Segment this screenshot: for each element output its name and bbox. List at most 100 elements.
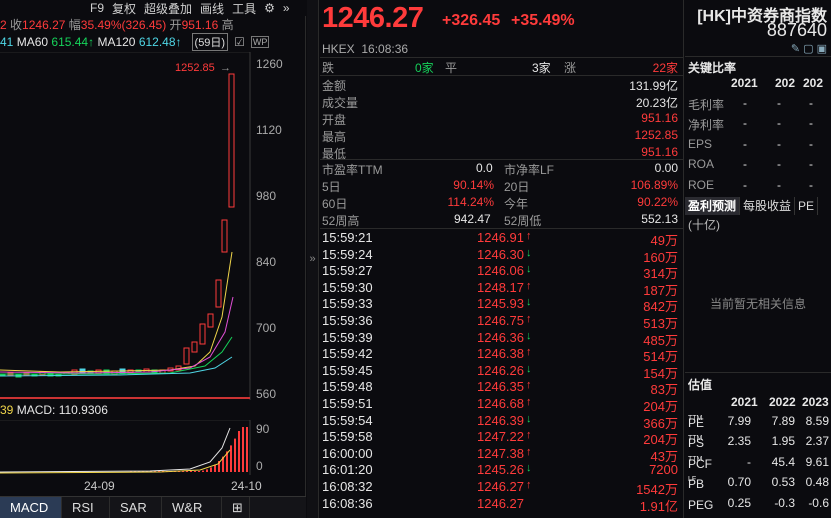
tick-row[interactable]: 16:08:36 1246.27 1.91亿 [320, 495, 684, 514]
year-label: 2021 [731, 76, 758, 90]
valuation-label: PE TTM [688, 414, 704, 430]
tick-volume: 49万 [650, 233, 678, 248]
tick-row[interactable]: 15:59:39 1246.36 ↓ 485万 [320, 329, 684, 348]
tick-row[interactable]: 15:59:33 1245.93 ↓ 842万 [320, 295, 684, 314]
tick-time: 16:08:36 [322, 495, 373, 511]
valuation-title: 估值 [688, 378, 713, 392]
perf-label: 今年 [504, 197, 529, 211]
edit-icons[interactable]: ✎ ▢ ▣ [790, 43, 827, 55]
valuation-label: PB LF [688, 475, 704, 491]
tick-price: 1246.75 [477, 313, 524, 328]
collapse-handle[interactable]: » [307, 0, 319, 518]
macd-chart[interactable]: 90 0 [0, 420, 306, 475]
w52-low-value: 552.13 [641, 212, 678, 226]
tick-volume: 43万 [650, 448, 678, 464]
tick-row[interactable]: 15:59:58 1247.22 ↑ 204万 [320, 428, 684, 447]
perf-row: 5日 90.14% 20日 106.89% [320, 177, 684, 194]
candlestick-chart[interactable]: 1252.85 → 1260 1120 980 840 700 560 [0, 52, 306, 400]
macd-bar [222, 456, 224, 472]
adjust-button[interactable]: 复权 [112, 1, 137, 16]
draw-button[interactable]: 画线 [200, 1, 225, 16]
tick-volume: 187万 [643, 282, 678, 298]
tick-price: 1246.06 [477, 263, 524, 279]
tick-price: 1246.27 [477, 479, 524, 494]
tick-time: 15:59:45 [322, 362, 373, 378]
close-value: 1246.27 [22, 18, 66, 32]
y-tick-label: 840 [256, 255, 276, 269]
tab-eps[interactable]: 每股收益 [740, 197, 796, 215]
macd-bar [150, 471, 152, 472]
ratio-value: - [777, 96, 781, 110]
checkbox-icon[interactable]: ☑ [234, 35, 245, 49]
tick-row[interactable]: 16:01:20 1245.26 ↓ 7200 [320, 461, 684, 477]
breadth-row: 跌 0家 平 3家 涨 22家 [320, 58, 684, 75]
tab-forecast[interactable]: 盈利预测 [685, 197, 741, 215]
tick-time: 15:59:36 [322, 313, 373, 328]
stat-value: 951.16 [641, 111, 678, 125]
valuation-row: PEG 0.25 -0.3 -0.6 [685, 494, 831, 513]
gear-icon[interactable]: ⚙ [264, 1, 275, 15]
stat-row: 金额 131.99亿 [320, 76, 684, 93]
tick-row[interactable]: 15:59:48 1246.35 ↑ 83万 [320, 378, 684, 397]
valuation-label-text: PCF [688, 456, 712, 471]
add-tab-icon[interactable]: ⊞ [222, 497, 250, 518]
stat-row: 开盘 951.16 [320, 110, 684, 127]
tick-row[interactable]: 15:59:21 1246.91 ↑ 49万 [320, 229, 684, 248]
tick-row[interactable]: 15:59:36 1246.75 ↑ 513万 [320, 312, 684, 331]
tab-sar[interactable]: SAR [110, 497, 162, 518]
tick-row[interactable]: 15:59:51 1246.68 ↑ 204万 [320, 395, 684, 414]
info-panel: [HK]中资券商指数 887640 ✎ ▢ ▣ 关键比率 2021 202 20… [685, 0, 831, 518]
more-icon[interactable]: » [282, 1, 290, 15]
instrument-title: [HK]中资券商指数 [697, 8, 827, 25]
ratio-label: 净利率 [688, 118, 725, 133]
tab-rsi[interactable]: RSI [62, 497, 110, 518]
ratio-label: 毛利率 [688, 98, 725, 112]
tools-button[interactable]: 工具 [232, 1, 257, 16]
tick-price: 1246.91 [477, 230, 524, 245]
tick-volume: 366万 [643, 415, 678, 431]
tick-row[interactable]: 15:59:45 1246.26 ↓ 154万 [320, 362, 684, 381]
perf-value: 90.22% [637, 195, 678, 209]
tick-volume: 842万 [643, 299, 678, 315]
ratio-value: - [777, 116, 781, 131]
wp-icon[interactable]: WP [250, 36, 270, 48]
macd-bar [238, 431, 240, 472]
valuation-label-suffix: TTM [688, 435, 703, 443]
ma-value: 41 [0, 35, 14, 49]
y-tick-label: 700 [256, 321, 276, 335]
ratio-value: - [743, 177, 747, 192]
tick-volume: 314万 [643, 266, 678, 282]
tick-row[interactable]: 15:59:42 1246.38 ↑ 514万 [320, 345, 684, 364]
date-axis: 24-09 24-10 [0, 476, 306, 496]
period-select[interactable]: (59日) [191, 33, 229, 51]
tab-wr[interactable]: W&R [162, 497, 222, 518]
tick-row[interactable]: 15:59:54 1246.39 ↓ 366万 [320, 412, 684, 431]
candle [215, 279, 222, 308]
peak-label: 1252.85 [175, 62, 215, 74]
stat-label: 最高 [322, 130, 347, 144]
overlay-button[interactable]: 超级叠加 [144, 1, 193, 16]
arrow-down-icon: ↓ [526, 412, 532, 425]
tab-macd[interactable]: MACD [0, 497, 62, 518]
ratio-value: - [809, 96, 813, 110]
candle [183, 347, 190, 365]
valuation-label-suffix: TTM [688, 415, 703, 422]
perf-value: 106.89% [630, 178, 678, 192]
tick-row[interactable]: 16:00:00 1247.38 ↑ 43万 [320, 445, 684, 464]
w52-high-value: 942.47 [454, 212, 491, 226]
tick-row[interactable]: 16:08:32 1246.27 ↑ 1542万 [320, 478, 684, 497]
year-label: 202 [775, 76, 796, 90]
tick-time: 15:59:54 [322, 412, 373, 428]
close-label: 收 [10, 18, 23, 32]
tick-price: 1246.30 [477, 246, 524, 262]
price-info-bar: 2 收1246.27 幅35.49%(326.45) 开951.16 高 [0, 16, 306, 32]
tab-pe[interactable]: PE [795, 197, 819, 215]
tick-row[interactable]: 15:59:30 1248.17 ↑ 187万 [320, 279, 684, 298]
tick-row[interactable]: 15:59:27 1246.06 ↓ 314万 [320, 262, 684, 281]
tick-row[interactable]: 15:59:24 1246.30 ↓ 160万 [320, 246, 684, 265]
macd-bar [190, 471, 192, 472]
y-tick-label: 1120 [256, 123, 282, 137]
f9-button[interactable]: F9 [90, 1, 105, 15]
arrow-up-icon: ↑ [526, 230, 532, 242]
ratio-value: - [809, 177, 813, 192]
